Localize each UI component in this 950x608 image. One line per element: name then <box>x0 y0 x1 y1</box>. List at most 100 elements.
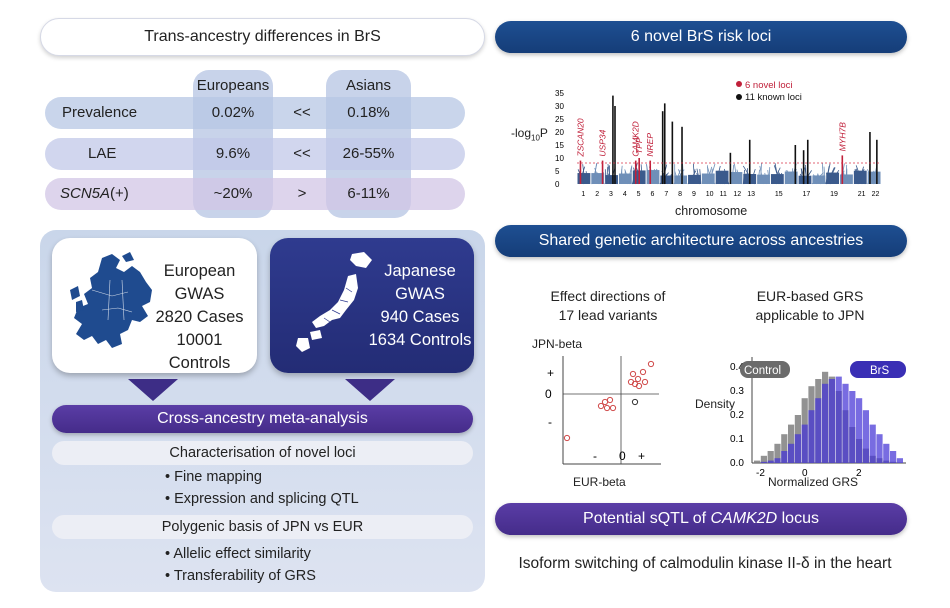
novel-loci-section-label: Characterisation of novel loci <box>169 445 356 461</box>
sqtl-header: Potential sQTL of CAMK2D locus <box>495 503 907 535</box>
manhattan-chrom-band <box>660 175 674 184</box>
row-asn-prevalence: 0.18% <box>347 104 390 121</box>
scatter-point <box>609 404 617 412</box>
hist-ytick-02: 0.2 <box>730 410 744 421</box>
manhattan-snp <box>706 166 713 185</box>
manhattan-ytick: 15 <box>555 141 564 150</box>
manhattan-ytick: 25 <box>555 115 564 124</box>
manhattan-snp <box>791 168 794 185</box>
scatter-point <box>629 370 637 378</box>
manhattan-snp <box>646 164 649 185</box>
japanese-down-arrow-icon <box>345 379 395 401</box>
scatter-title-2: 17 lead variants <box>558 307 658 323</box>
manhattan-snp <box>757 169 760 185</box>
manhattan-chrom-label: 4 <box>623 191 627 198</box>
manhattan-snp <box>746 168 748 185</box>
japanese-gwas-text: Japanese GWAS 940 Cases 1634 Controls <box>365 260 475 352</box>
legend-control-badge <box>740 361 790 378</box>
japan-map-icon <box>296 252 372 352</box>
manhattan-snp <box>760 163 762 185</box>
japanese-line1: Japanese <box>384 262 456 280</box>
manhattan-snp <box>696 168 701 185</box>
manhattan-chrom-band <box>577 173 591 184</box>
manhattan-chrom-label: 22 <box>872 191 880 198</box>
meta-analysis-header: Cross-ancestry meta-analysis <box>52 405 473 433</box>
trans-ancestry-title: Trans-ancestry differences in BrS <box>40 18 485 56</box>
shared-architecture-text: Shared genetic architecture across ances… <box>538 232 864 249</box>
european-gwas-text: European GWAS 2820 Cases 10001 Controls <box>147 260 252 375</box>
manhattan-snp <box>585 171 589 185</box>
manhattan-snp <box>823 166 826 185</box>
novel-loci-header-text: 6 novel BrS risk loci <box>630 28 772 45</box>
manhattan-snp <box>843 173 846 185</box>
manhattan-chrom-band <box>715 170 729 184</box>
hist-bar-brs <box>760 461 767 463</box>
manhattan-snp <box>678 169 685 185</box>
manhattan-snp <box>629 165 633 185</box>
manhattan-snp <box>785 169 787 185</box>
scn5a-gene-name: SCN5A <box>60 185 111 202</box>
hist-bar-brs <box>869 424 876 463</box>
hist-bar-brs <box>883 443 890 463</box>
hist-ytick-00: 0.0 <box>730 458 744 469</box>
scatter-point <box>601 398 609 406</box>
manhattan-snp <box>742 165 755 185</box>
sqtl-description: Isoform switching of calmodulin kinase I… <box>518 555 892 572</box>
japanese-line2: GWAS <box>395 285 445 303</box>
legend-known-text: 11 known loci <box>745 92 802 103</box>
manhattan-snp <box>804 167 808 185</box>
manhattan-snp <box>743 173 754 185</box>
trans-ancestry-title-text: Trans-ancestry differences in BrS <box>144 28 381 45</box>
scatter-point <box>627 378 635 386</box>
scatter-ytick-minus: - <box>548 415 552 429</box>
manhattan-ytick: 20 <box>555 128 564 137</box>
manhattan-chrom-band <box>618 173 632 184</box>
manhattan-chrom-label: 11 <box>720 191 727 198</box>
manhattan-ylabel: -log10P <box>511 126 548 142</box>
manhattan-snp <box>778 172 784 185</box>
manhattan-ylabel-sub: 10 <box>531 133 540 143</box>
hist-bar-brs <box>876 434 883 463</box>
hist-bar-brs <box>835 376 842 463</box>
hist-bar-brs <box>781 451 788 463</box>
hist-bar-brs <box>896 458 903 463</box>
row-label-prevalence: Prevalence <box>62 104 138 121</box>
manhattan-snp <box>826 167 835 185</box>
scatter-ylabel: JPN-beta <box>532 337 583 351</box>
european-down-arrow-icon <box>128 379 178 401</box>
hist-xtick-m2: -2 <box>756 468 765 479</box>
manhattan-snp <box>627 166 633 185</box>
manhattan-snp <box>867 170 875 185</box>
manhattan-snp <box>856 168 860 185</box>
manhattan-snp <box>594 167 601 185</box>
sqtl-prefix: Potential sQTL of <box>583 510 711 527</box>
bullet-allelic: • Allelic effect similarity <box>165 546 311 562</box>
manhattan-snp <box>606 166 609 185</box>
manhattan-ylabel-text: -log <box>511 126 532 140</box>
manhattan-chrom-label: 10 <box>706 191 714 198</box>
row-asn-lae: 26-55% <box>342 145 395 162</box>
scatter-xtick-plus: + <box>638 449 645 463</box>
bullet-fine-mapping-text: Fine mapping <box>174 469 262 485</box>
shared-architecture-header: Shared genetic architecture across ances… <box>495 225 907 257</box>
hist-xlabel: Normalized GRS <box>768 475 859 489</box>
row-asn-scn5a: 6-11% <box>347 185 390 202</box>
hist-title-1: EUR-based GRS <box>756 288 864 304</box>
manhattan-snp <box>692 169 696 185</box>
novel-gene-label: ZSCAN20 <box>575 118 585 158</box>
grs-histogram: 0.4 0.3 0.2 0.1 0.0 -2 0 2 Control BrS <box>730 357 906 479</box>
manhattan-snp <box>674 171 680 185</box>
hist-bar-control <box>781 434 788 463</box>
manhattan-chrom-band <box>826 172 840 184</box>
manhattan-chrom-label: 17 <box>803 191 811 198</box>
scatter-point <box>641 378 649 386</box>
novel-gene-label: NREP <box>645 133 655 157</box>
bullet-qtl: • Expression and splicing QTL <box>165 491 359 507</box>
hist-xtick-0: 0 <box>802 468 808 479</box>
manhattan-chrom-band <box>757 174 770 184</box>
novel-gene-label: CAMK2D <box>631 121 641 156</box>
europeans-header: Europeans <box>196 77 270 94</box>
manhattan-chrom-band <box>770 174 784 184</box>
manhattan-snp <box>653 169 659 185</box>
scatter-point <box>606 396 614 404</box>
